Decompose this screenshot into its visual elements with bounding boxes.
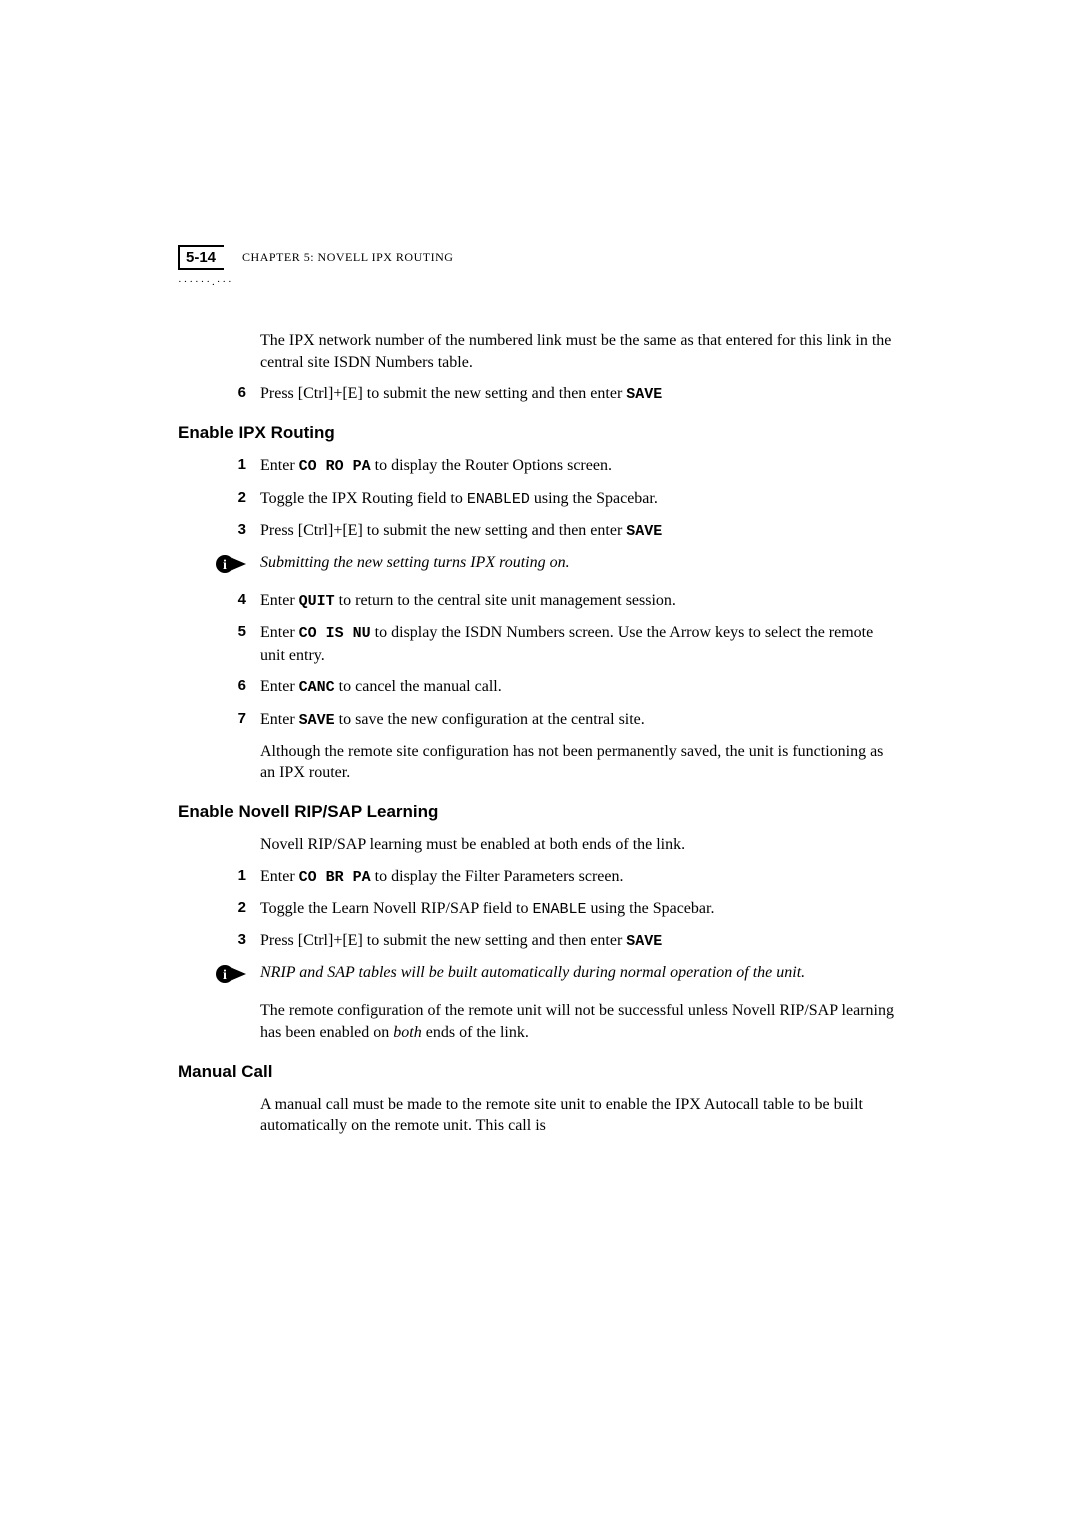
step-text: Toggle the Learn Novell RIP/SAP field to… [260,898,898,920]
step-number: 4 [178,590,260,612]
note-text: Submitting the new setting turns IPX rou… [260,552,898,574]
heading-rip-sap: Enable Novell RIP/SAP Learning [178,802,898,822]
note-text: NRIP and SAP tables will be built automa… [260,962,898,984]
svg-text:i: i [223,968,227,983]
post: using the Spacebar. [530,490,658,507]
step-text-pre: Press [Ctrl]+[E] to submit the new setti… [260,385,626,402]
tail-post: ends of the link. [422,1024,529,1041]
step-text: Enter SAVE to save the new configuration… [260,709,898,731]
page-header: 5-14 CHAPTER 5: NOVELL IPX ROUTING [178,245,898,270]
step-text: Enter CO BR PA to display the Filter Par… [260,866,898,888]
info-arrow-icon: i [178,962,260,986]
step-text: Enter QUIT to return to the central site… [260,590,898,612]
heading-manual-call: Manual Call [178,1062,898,1082]
s2-step2: 2 Toggle the Learn Novell RIP/SAP field … [178,898,898,920]
note-row-1: i Submitting the new setting turns IPX r… [178,552,898,576]
document-page: 5-14 CHAPTER 5: NOVELL IPX ROUTING ·····… [178,245,898,1147]
post: to display the Filter Parameters screen. [371,868,624,885]
step-text: Press [Ctrl]+[E] to submit the new setti… [260,383,898,405]
pre: Press [Ctrl]+[E] to submit the new setti… [260,522,626,539]
chapter-title: CHAPTER 5: NOVELL IPX ROUTING [242,250,453,265]
cmd: CO BR PA [299,869,371,886]
pre: Enter [260,678,299,695]
step-number: 3 [178,930,260,952]
cmd: QUIT [299,593,335,610]
step-text: Enter CO IS NU to display the ISDN Numbe… [260,622,898,666]
note-row-2: i NRIP and SAP tables will be built auto… [178,962,898,986]
s1-step6: 6 Enter CANC to cancel the manual call. [178,676,898,698]
s1-step2: 2 Toggle the IPX Routing field to ENABLE… [178,488,898,510]
enabled: ENABLED [467,491,530,508]
s2-tail: The remote configuration of the remote u… [260,1000,898,1043]
post: to return to the central site unit manag… [335,592,676,609]
cmd: SAVE [299,712,335,729]
step-number: 1 [178,455,260,477]
post: to save the new configuration at the cen… [335,711,645,728]
header-dots: ······.··· [178,276,898,288]
step-text: Enter CO RO PA to display the Router Opt… [260,455,898,477]
s1-step4: 4 Enter QUIT to return to the central si… [178,590,898,612]
step-number: 1 [178,866,260,888]
heading-enable-ipx: Enable IPX Routing [178,423,898,443]
step-text: Toggle the IPX Routing field to ENABLED … [260,488,898,510]
step-number: 6 [178,676,260,698]
s1-step5: 5 Enter CO IS NU to display the ISDN Num… [178,622,898,666]
save-cmd: SAVE [626,386,662,403]
s2-step1: 1 Enter CO BR PA to display the Filter P… [178,866,898,888]
cmd: CANC [299,679,335,696]
s1-step3: 3 Press [Ctrl]+[E] to submit the new set… [178,520,898,542]
step-6-top: 6 Press [Ctrl]+[E] to submit the new set… [178,383,898,405]
enable: ENABLE [532,901,586,918]
step-text: Press [Ctrl]+[E] to submit the new setti… [260,520,898,542]
s3-para: A manual call must be made to the remote… [260,1094,898,1137]
pre: Enter [260,592,299,609]
s2-intro: Novell RIP/SAP learning must be enabled … [260,834,898,856]
pre: Enter [260,711,299,728]
save-cmd: SAVE [626,933,662,950]
pre: Enter [260,457,299,474]
s1-step7: 7 Enter SAVE to save the new configurati… [178,709,898,731]
step-number: 2 [178,488,260,510]
s1-step1: 1 Enter CO RO PA to display the Router O… [178,455,898,477]
step-text: Enter CANC to cancel the manual call. [260,676,898,698]
cmd: CO IS NU [299,625,371,642]
pre: Press [Ctrl]+[E] to submit the new setti… [260,932,626,949]
pre: Toggle the IPX Routing field to [260,490,467,507]
pre: Enter [260,624,299,641]
tail-em: both [393,1024,421,1041]
step-number: 2 [178,898,260,920]
pre: Toggle the Learn Novell RIP/SAP field to [260,900,532,917]
step-number: 3 [178,520,260,542]
post: to cancel the manual call. [335,678,502,695]
info-arrow-icon: i [178,552,260,576]
s1-tail: Although the remote site configuration h… [260,741,898,784]
step-text: Press [Ctrl]+[E] to submit the new setti… [260,930,898,952]
page-number: 5-14 [178,245,224,270]
post: using the Spacebar. [586,900,714,917]
intro-paragraph: The IPX network number of the numbered l… [260,330,898,373]
s2-step3: 3 Press [Ctrl]+[E] to submit the new set… [178,930,898,952]
cmd: CO RO PA [299,458,371,475]
svg-text:i: i [223,558,227,573]
page-content: The IPX network number of the numbered l… [178,330,898,1137]
step-number: 6 [178,383,260,405]
step-number: 7 [178,709,260,731]
post: to display the Router Options screen. [371,457,612,474]
pre: Enter [260,868,299,885]
save-cmd: SAVE [626,523,662,540]
tail-pre: The remote configuration of the remote u… [260,1002,894,1041]
step-number: 5 [178,622,260,666]
